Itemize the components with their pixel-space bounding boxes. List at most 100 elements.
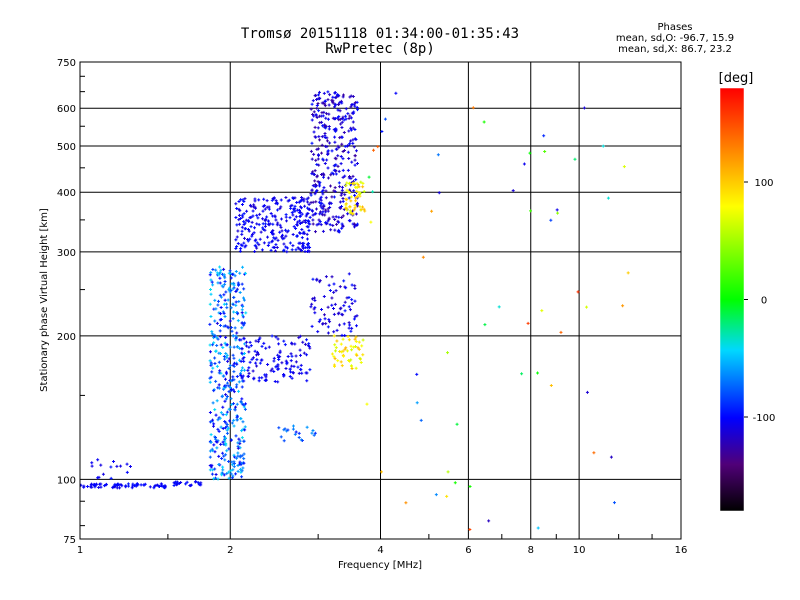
x-tick-label: 16 [675,545,688,556]
echo-point [340,188,344,192]
echo-point [345,198,349,202]
echo-point [255,222,259,226]
echo-point [315,162,319,166]
echo-point [314,200,318,204]
echo-point [332,105,336,109]
echo-point [342,131,346,135]
phase-stats-o: mean, sd,O: -96.7, 15.9 [615,33,735,44]
echo-point [237,389,241,393]
echo-point [404,501,408,505]
echo-point [344,286,348,290]
echo-point [241,198,245,202]
echo-point [220,284,224,288]
echo-point [249,204,253,208]
echo-point [242,287,246,291]
echo-point [223,276,227,280]
echo-point [335,339,339,343]
echo-point [289,352,293,356]
echo-point [355,195,359,199]
echo-point [415,372,419,376]
echo-point [344,107,348,111]
echo-point [351,138,355,142]
echo-point [434,493,438,497]
echo-point [227,286,231,290]
echo-point [612,501,616,505]
echo-point [242,220,246,224]
echo-point [305,237,309,241]
echo-point [328,206,332,210]
x-tick-label: 6 [465,545,471,556]
echo-point [483,323,487,327]
echo-point [209,287,213,291]
echo-point [347,272,351,276]
echo-point [333,228,337,232]
echo-point [215,399,219,403]
echo-point [322,313,326,317]
echo-point [316,101,320,105]
echo-point [209,440,213,444]
echo-point [247,229,251,233]
x-tick-label: 1 [77,545,83,556]
echo-point [341,313,345,317]
echo-point [333,190,337,194]
echo-point [216,299,220,303]
echo-point [267,207,271,211]
echo-point [304,246,308,250]
echo-point [125,462,129,466]
echo-point [219,411,223,415]
echo-point [225,472,229,476]
echo-point [284,195,288,199]
echo-point [555,208,559,212]
echo-point [292,209,296,213]
echo-point [230,282,234,286]
echo-point [334,103,338,107]
echo-point [242,296,246,300]
echo-point [324,208,328,212]
echo-point [352,145,356,149]
echo-point [322,186,326,190]
echo-point [217,371,221,375]
echo-point [250,220,254,224]
echo-point [266,362,270,366]
echo-point [347,321,351,325]
echo-point [210,447,214,451]
echo-point [253,197,257,201]
echo-point [340,364,344,368]
echo-point [300,221,304,225]
x-tick-label: 10 [573,545,586,556]
echo-point [222,311,226,315]
echo-point [282,339,286,343]
echo-point [299,214,303,218]
echo-point [317,93,321,97]
echo-point [218,329,222,333]
echo-point [314,113,318,117]
echo-point [222,473,226,477]
echo-point [321,157,325,161]
echo-point [298,219,302,223]
echo-point [326,90,330,94]
echo-point [313,306,317,310]
echo-point [323,131,327,135]
echo-point [280,233,284,237]
echo-point [232,310,236,314]
echo-point [225,302,229,306]
echo-point [349,139,353,143]
echo-point [263,373,267,377]
echo-point [353,158,357,162]
echo-point [330,352,334,356]
echo-point [355,106,359,110]
echo-point [332,195,336,199]
echo-point [231,378,235,382]
echo-point [305,353,309,357]
echo-point [308,246,312,250]
echo-point [453,481,457,485]
echo-point [240,203,244,207]
echo-point [291,427,295,431]
echo-point [347,296,351,300]
echo-point [284,367,288,371]
echo-point [228,269,232,273]
echo-point [331,101,335,105]
y-tick-label: 750 [57,58,76,69]
echo-point [328,141,332,145]
echo-point [320,135,324,139]
